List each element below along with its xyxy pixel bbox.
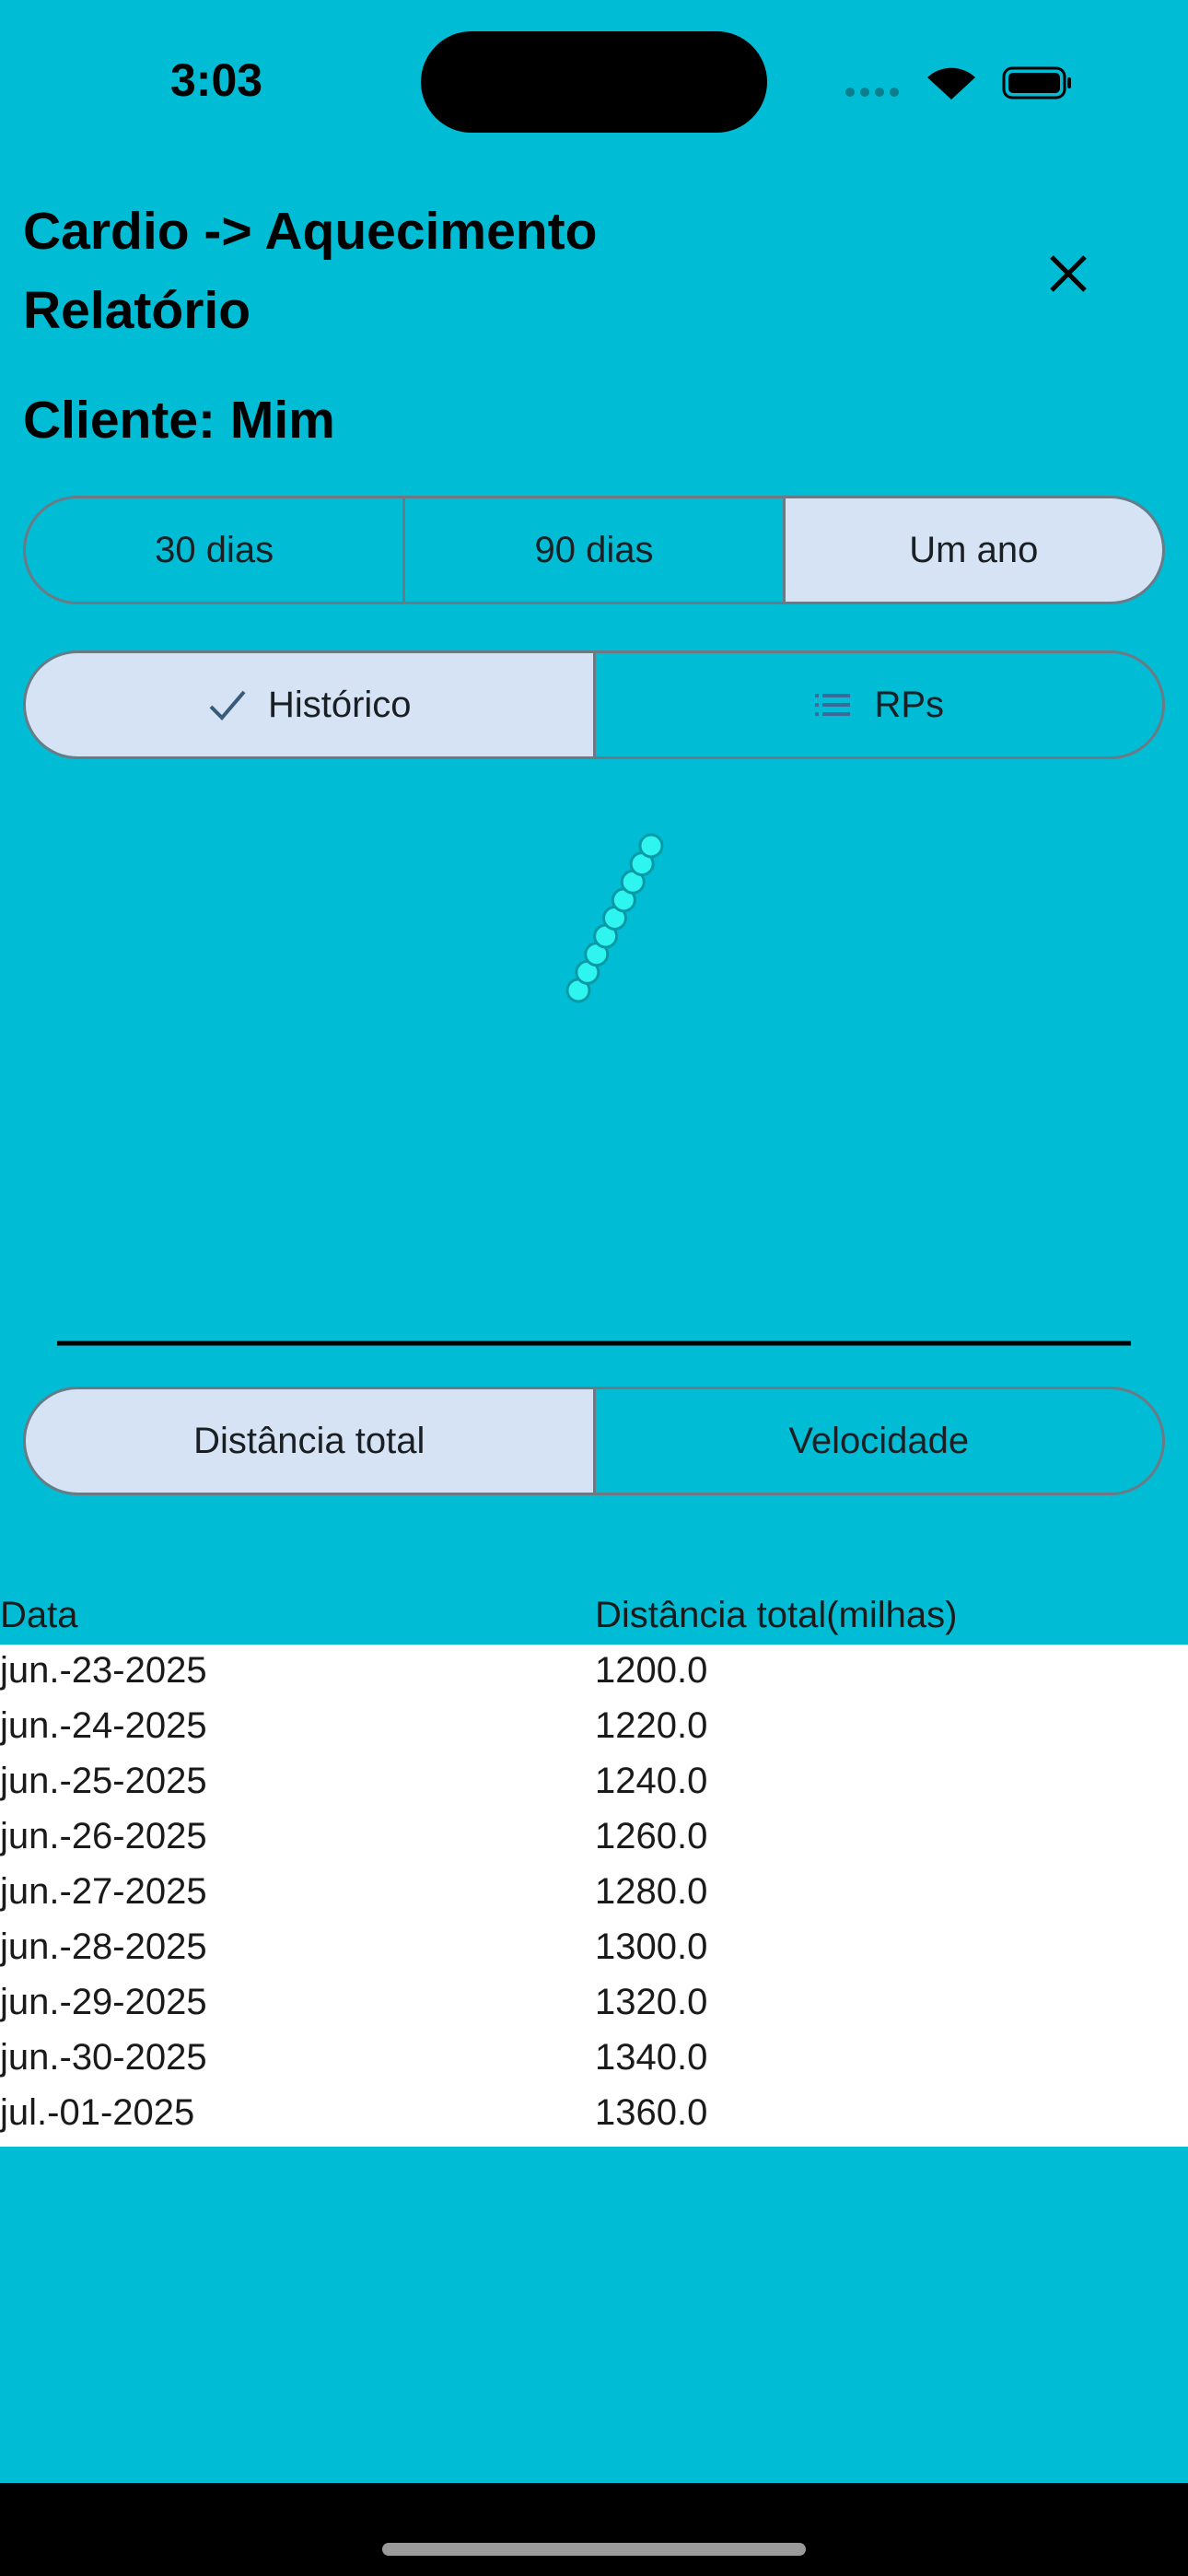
status-icons xyxy=(843,57,1082,103)
table-row: jul.-01-2025 1360.0 xyxy=(0,2087,1188,2142)
period-selector: 30 dias 90 dias Um ano xyxy=(23,496,1165,604)
status-time: 3:03 xyxy=(170,54,263,106)
list-icon xyxy=(815,694,851,716)
cell-distance: 1240.0 xyxy=(595,1761,708,1801)
wifi-icon xyxy=(927,67,975,100)
cell-date: jul.-01-2025 xyxy=(0,2092,195,2133)
tab-label: RPs xyxy=(874,684,945,725)
tab-rps[interactable]: RPs xyxy=(592,653,1163,756)
cell-distance: 1360.0 xyxy=(595,2092,708,2133)
tab-velocidade[interactable]: Velocidade xyxy=(592,1389,1163,1493)
cell-date: jun.-29-2025 xyxy=(0,1982,207,2022)
dynamic-island xyxy=(421,31,767,133)
page-title: Cardio -> Aquecimento xyxy=(23,202,598,261)
table-row: jun.-27-2025 1280.0 xyxy=(0,1866,1188,1921)
history-chart xyxy=(57,833,1131,1346)
cell-distance: 1300.0 xyxy=(595,1926,708,1967)
bottom-bar xyxy=(0,2483,1188,2576)
cell-distance: 1220.0 xyxy=(595,1705,708,1746)
tab-label: Histórico xyxy=(267,684,412,725)
cell-date: jun.-30-2025 xyxy=(0,2037,207,2078)
data-table: jun.-23-2025 1200.0 jun.-24-2025 1220.0 jun.… xyxy=(0,1645,1188,2147)
tab-label: Um ano xyxy=(909,529,1039,570)
table-row: jun.-26-2025 1260.0 xyxy=(0,1810,1188,1866)
table-row: jun.-25-2025 1240.0 xyxy=(0,1755,1188,1810)
tab-90-dias[interactable]: 90 dias xyxy=(402,498,782,602)
tab-30-dias[interactable]: 30 dias xyxy=(26,498,402,602)
cell-date: jun.-24-2025 xyxy=(0,1705,207,1746)
cell-distance: 1340.0 xyxy=(595,2037,708,2078)
home-indicator[interactable] xyxy=(382,2543,806,2556)
view-selector: Histórico RPs xyxy=(23,650,1165,759)
tab-historico[interactable]: Histórico xyxy=(26,653,593,756)
table-header: Data Distância total(milhas) xyxy=(0,1589,1188,1645)
metric-selector: Distância total Velocidade xyxy=(23,1387,1165,1495)
table-row: jun.-23-2025 1200.0 xyxy=(0,1645,1188,1700)
cell-distance: 1260.0 xyxy=(595,1816,708,1856)
tab-label: Velocidade xyxy=(788,1420,970,1461)
cell-distance: 1320.0 xyxy=(595,1982,708,2022)
cell-date: jun.-25-2025 xyxy=(0,1761,207,1801)
signal-icon xyxy=(845,66,1071,100)
tab-label: 90 dias xyxy=(534,529,654,570)
tab-label: 30 dias xyxy=(155,529,274,570)
tab-distancia-total[interactable]: Distância total xyxy=(26,1389,593,1493)
table-row: jun.-24-2025 1220.0 xyxy=(0,1700,1188,1755)
cell-distance: 1200.0 xyxy=(595,1650,708,1691)
tab-label: Distância total xyxy=(193,1420,425,1461)
cell-date: jun.-23-2025 xyxy=(0,1650,207,1691)
battery-icon xyxy=(1002,66,1066,100)
cell-date: jun.-28-2025 xyxy=(0,1926,207,1967)
client-label: Cliente: Mim xyxy=(23,391,335,450)
column-header-distance: Distância total(milhas) xyxy=(595,1595,958,1635)
table-row: jun.-30-2025 1340.0 xyxy=(0,2032,1188,2087)
table-row: jun.-28-2025 1300.0 xyxy=(0,1921,1188,1976)
cell-date: jun.-26-2025 xyxy=(0,1816,207,1856)
column-header-data: Data xyxy=(0,1595,78,1635)
cell-distance: 1280.0 xyxy=(595,1871,708,1912)
chart-point xyxy=(638,833,664,859)
check-icon xyxy=(209,690,246,720)
table-row: jun.-29-2025 1320.0 xyxy=(0,1976,1188,2032)
tab-um-ano[interactable]: Um ano xyxy=(782,498,1162,602)
cell-date: jun.-27-2025 xyxy=(0,1871,207,1912)
page-subtitle: Relatório xyxy=(23,281,251,340)
close-icon[interactable] xyxy=(1045,251,1091,297)
